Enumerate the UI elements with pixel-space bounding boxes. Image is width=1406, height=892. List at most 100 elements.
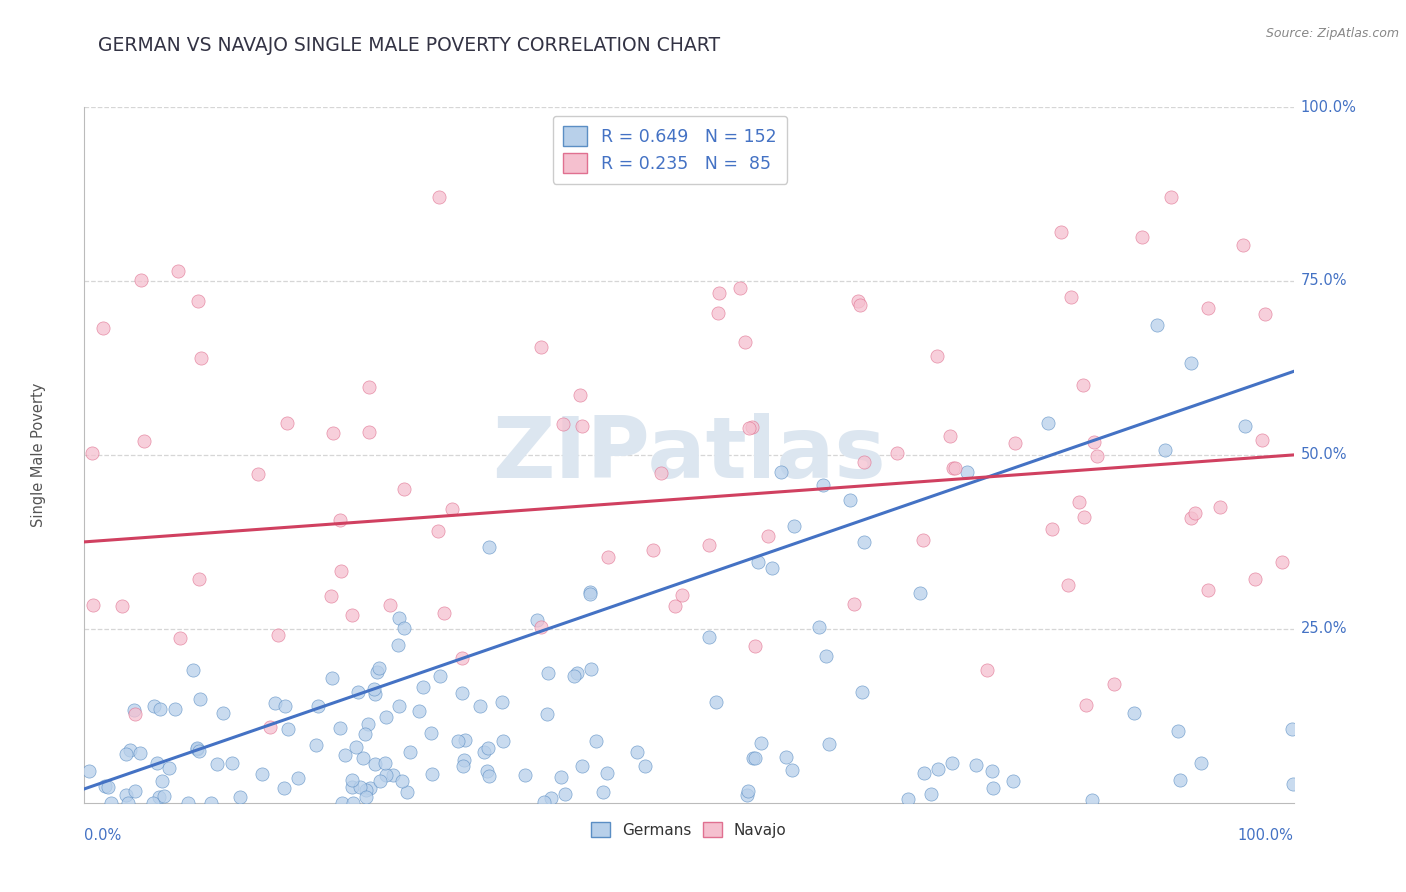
Point: [142, 796, 165, 810]
Text: 50.0%: 50.0%: [1301, 448, 1347, 462]
Point: [706, 695, 728, 709]
Point: [853, 534, 876, 549]
Point: [775, 750, 797, 764]
Point: [157, 761, 180, 775]
Point: [737, 421, 759, 435]
Point: [433, 606, 456, 620]
Point: [357, 379, 380, 393]
Point: [1056, 578, 1078, 592]
Point: [537, 665, 560, 680]
Point: [1067, 494, 1090, 508]
Point: [447, 734, 470, 748]
Text: 100.0%: 100.0%: [1237, 828, 1294, 843]
Point: [344, 740, 367, 755]
Point: [571, 418, 593, 433]
Point: [1184, 506, 1206, 520]
Point: [412, 681, 434, 695]
Point: [697, 538, 720, 552]
Point: [329, 564, 352, 578]
Point: [440, 502, 463, 516]
Point: [129, 747, 152, 761]
Point: [1180, 356, 1202, 370]
Point: [1123, 706, 1146, 721]
Point: [342, 796, 364, 810]
Point: [388, 698, 411, 713]
Point: [427, 190, 450, 204]
Point: [388, 611, 411, 625]
Point: [100, 796, 122, 810]
Point: [200, 796, 222, 810]
Point: [354, 790, 377, 805]
Point: [912, 533, 935, 547]
Point: [186, 742, 208, 756]
Point: [363, 687, 385, 701]
Point: [1042, 522, 1064, 536]
Point: [153, 789, 176, 803]
Point: [741, 751, 763, 765]
Text: Single Male Poverty: Single Male Poverty: [31, 383, 46, 527]
Point: [177, 796, 200, 810]
Point: [340, 772, 363, 787]
Point: [1001, 773, 1024, 788]
Point: [1036, 416, 1059, 430]
Point: [391, 774, 413, 789]
Point: [1060, 290, 1083, 304]
Point: [744, 750, 766, 764]
Text: 100.0%: 100.0%: [1301, 100, 1357, 114]
Point: [132, 434, 155, 448]
Point: [565, 665, 588, 680]
Point: [737, 783, 759, 797]
Point: [429, 669, 451, 683]
Point: [450, 685, 472, 699]
Point: [761, 560, 783, 574]
Point: [579, 585, 602, 599]
Point: [897, 792, 920, 806]
Point: [808, 620, 831, 634]
Point: [146, 756, 169, 771]
Point: [378, 598, 401, 612]
Point: [1189, 756, 1212, 770]
Point: [287, 771, 309, 785]
Point: [363, 682, 385, 697]
Point: [1254, 307, 1277, 321]
Point: [387, 639, 409, 653]
Point: [849, 298, 872, 312]
Point: [941, 756, 963, 771]
Point: [477, 769, 499, 783]
Point: [491, 695, 513, 709]
Point: [357, 425, 380, 439]
Point: [188, 573, 211, 587]
Point: [908, 586, 931, 600]
Point: [93, 320, 115, 334]
Point: [1081, 793, 1104, 807]
Point: [1180, 511, 1202, 525]
Point: [451, 650, 474, 665]
Point: [1232, 238, 1254, 252]
Point: [1197, 301, 1219, 316]
Point: [853, 454, 876, 468]
Point: [152, 774, 174, 789]
Point: [595, 766, 617, 780]
Point: [735, 788, 758, 802]
Point: [569, 388, 592, 402]
Point: [163, 701, 186, 715]
Point: [394, 621, 416, 635]
Point: [747, 555, 769, 569]
Point: [571, 758, 593, 772]
Point: [274, 698, 297, 713]
Point: [939, 429, 962, 443]
Point: [1050, 225, 1073, 239]
Point: [374, 756, 396, 771]
Point: [359, 781, 381, 796]
Point: [1071, 378, 1094, 392]
Point: [273, 780, 295, 795]
Point: [329, 513, 352, 527]
Point: [349, 780, 371, 794]
Point: [319, 589, 342, 603]
Point: [851, 684, 873, 698]
Point: [375, 768, 398, 782]
Point: [1130, 230, 1153, 244]
Point: [149, 701, 172, 715]
Point: [167, 263, 190, 277]
Point: [186, 740, 208, 755]
